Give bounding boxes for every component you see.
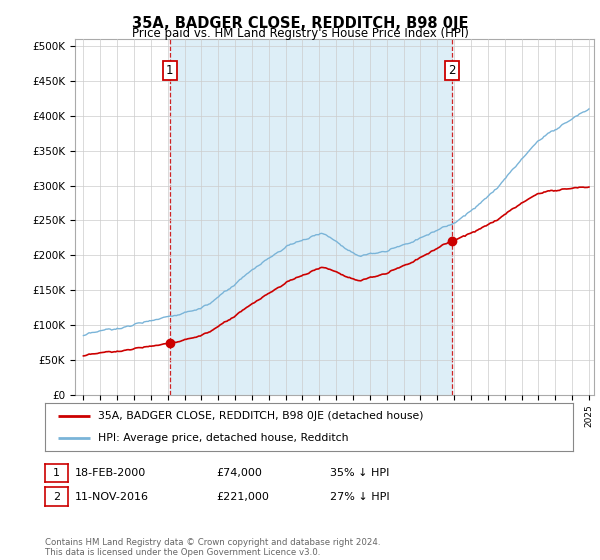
Text: 35A, BADGER CLOSE, REDDITCH, B98 0JE: 35A, BADGER CLOSE, REDDITCH, B98 0JE	[132, 16, 468, 31]
Text: 1: 1	[53, 468, 60, 478]
Text: HPI: Average price, detached house, Redditch: HPI: Average price, detached house, Redd…	[98, 433, 348, 444]
Text: 27% ↓ HPI: 27% ↓ HPI	[330, 492, 389, 502]
Bar	[170, 39, 452, 395]
Text: Price paid vs. HM Land Registry's House Price Index (HPI): Price paid vs. HM Land Registry's House …	[131, 27, 469, 40]
Text: £74,000: £74,000	[216, 468, 262, 478]
Text: Contains HM Land Registry data © Crown copyright and database right 2024.
This d: Contains HM Land Registry data © Crown c…	[45, 538, 380, 557]
Text: £221,000: £221,000	[216, 492, 269, 502]
Text: 18-FEB-2000: 18-FEB-2000	[75, 468, 146, 478]
Text: 35% ↓ HPI: 35% ↓ HPI	[330, 468, 389, 478]
Text: 35A, BADGER CLOSE, REDDITCH, B98 0JE (detached house): 35A, BADGER CLOSE, REDDITCH, B98 0JE (de…	[98, 410, 424, 421]
Text: 1: 1	[166, 64, 173, 77]
Text: 11-NOV-2016: 11-NOV-2016	[75, 492, 149, 502]
Text: 2: 2	[53, 492, 60, 502]
Text: 2: 2	[448, 64, 455, 77]
